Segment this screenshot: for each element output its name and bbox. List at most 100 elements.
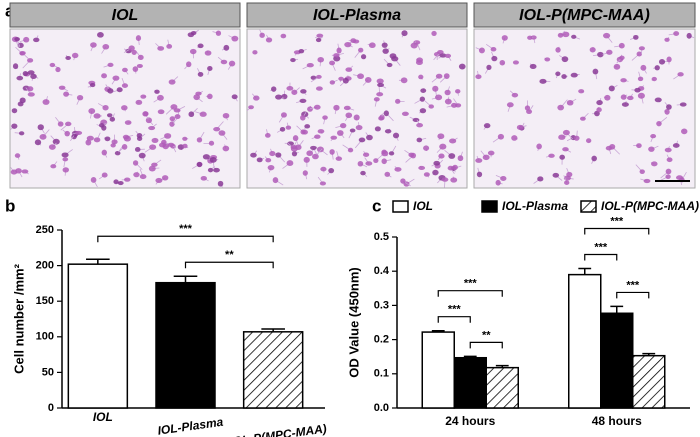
bar — [568, 273, 602, 409]
cell — [186, 61, 192, 68]
cell — [571, 34, 577, 39]
cell — [365, 161, 373, 166]
cell — [666, 157, 673, 163]
error-bar — [261, 328, 285, 332]
cell — [386, 62, 393, 68]
cell — [128, 45, 135, 52]
y-tick-label: 150 — [36, 295, 54, 307]
cell — [596, 107, 602, 113]
cell — [16, 75, 24, 81]
cell — [135, 99, 143, 105]
cell — [651, 161, 658, 167]
cell — [666, 104, 672, 110]
x-tick-label: 48 hours — [592, 414, 642, 428]
significance-label: ** — [225, 249, 234, 261]
cell — [121, 105, 128, 111]
cell — [161, 175, 169, 181]
cell — [364, 77, 372, 83]
cell — [204, 50, 212, 56]
cell — [486, 64, 492, 71]
cell — [168, 79, 176, 85]
cell — [355, 124, 363, 131]
cell — [322, 115, 328, 120]
cell — [85, 139, 92, 146]
cell — [358, 47, 364, 53]
cell — [98, 123, 105, 128]
cell — [132, 66, 139, 72]
cell — [37, 124, 44, 131]
cell — [392, 132, 400, 139]
cell — [113, 179, 119, 185]
cell — [673, 31, 680, 36]
cell — [401, 111, 409, 116]
cell — [310, 75, 317, 80]
cell — [197, 43, 204, 49]
significance-label: *** — [610, 215, 624, 227]
cell — [451, 102, 458, 108]
cell — [419, 108, 427, 114]
cell — [265, 157, 272, 163]
cell — [447, 165, 454, 171]
cell — [677, 72, 684, 77]
cell — [135, 35, 142, 42]
cell — [578, 89, 585, 94]
cell — [287, 141, 294, 146]
significance-bracket — [97, 235, 274, 243]
cell — [14, 153, 21, 158]
cell — [101, 73, 107, 79]
cell — [319, 181, 327, 186]
y-tick-label: 50 — [42, 366, 54, 378]
cell — [416, 137, 423, 143]
cell — [444, 98, 452, 105]
cell — [107, 88, 114, 94]
cell — [606, 49, 613, 55]
cell — [357, 160, 364, 167]
cell — [121, 83, 129, 88]
cell — [373, 158, 379, 164]
cell — [454, 103, 462, 108]
cell — [329, 60, 336, 66]
y-tick-label: 250 — [36, 224, 54, 236]
cell — [290, 144, 298, 150]
cell — [136, 63, 143, 68]
significance-bracket — [437, 290, 503, 297]
cell — [648, 146, 655, 152]
cell — [339, 123, 347, 129]
cell — [448, 153, 456, 159]
cell — [665, 174, 671, 180]
cell — [63, 91, 70, 97]
cell — [476, 171, 483, 178]
cell — [388, 151, 395, 156]
cell — [336, 47, 342, 54]
cell — [418, 74, 424, 80]
image-title: IOL — [112, 7, 139, 24]
cell — [264, 133, 271, 138]
cell — [561, 56, 569, 63]
cell — [140, 94, 147, 99]
image-header — [246, 2, 468, 28]
cell — [566, 171, 573, 178]
cell — [306, 63, 314, 68]
cell — [366, 134, 373, 141]
cell — [291, 89, 298, 95]
cell — [61, 152, 69, 158]
error-bar — [173, 275, 198, 283]
cell — [148, 126, 156, 131]
cell — [559, 154, 565, 160]
cell — [199, 111, 207, 117]
cell — [490, 47, 497, 52]
cell — [589, 47, 596, 53]
cell — [89, 82, 96, 88]
cell — [286, 160, 294, 167]
cell — [619, 55, 625, 60]
cell — [432, 169, 439, 176]
significance-label: *** — [448, 304, 462, 316]
bar — [453, 356, 487, 409]
cell — [651, 76, 657, 82]
cell — [300, 114, 306, 121]
cell — [432, 85, 439, 92]
cell — [320, 166, 327, 172]
cell — [608, 85, 615, 92]
cell — [613, 63, 621, 70]
cell — [104, 136, 111, 142]
